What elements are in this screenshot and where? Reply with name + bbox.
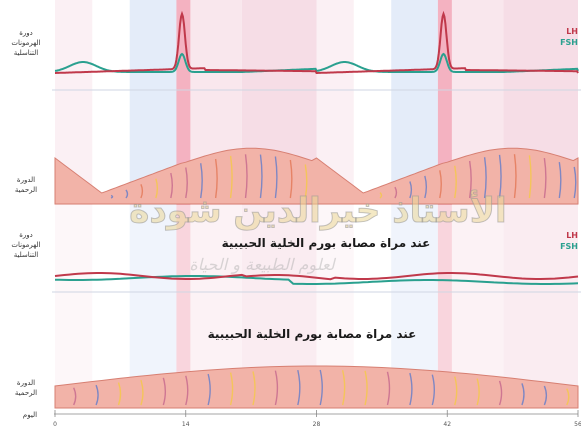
gland-mark: [229, 372, 234, 406]
gland-mark: [185, 375, 189, 406]
uterine-cycle-label-bottom: الدورة الرحمية: [15, 379, 37, 397]
gland-mark: [498, 154, 502, 199]
watermark-subtitle: لعلوم الطبيعة و الحياة: [189, 255, 336, 274]
endometrium-normal: [54, 147, 579, 205]
gland-mark: [214, 158, 218, 199]
svg-text:الرحمية: الرحمية: [15, 389, 37, 397]
endometrium-layers: [54, 147, 579, 409]
uterine-cycle-label-top: الدورة الرحمية: [15, 176, 37, 194]
gland-mark: [566, 388, 570, 406]
gland-mark: [573, 166, 577, 199]
gland-mark: [200, 163, 203, 199]
gland-mark: [140, 184, 144, 199]
legend-fsh-bottom: FSH: [560, 242, 578, 251]
hormone-curves: [54, 10, 579, 285]
gland-mark: [379, 192, 383, 199]
svg-text:دورة: دورة: [19, 231, 33, 239]
legend-lh-top: LH: [566, 27, 578, 36]
svg-text:الرحمية: الرحمية: [15, 186, 37, 194]
gland-mark: [110, 194, 114, 199]
gland-mark: [162, 377, 167, 406]
gland-mark: [431, 374, 436, 406]
gland-mark: [454, 165, 457, 199]
day-axis-label: اليوم: [23, 411, 37, 419]
legend-lh-bottom: LH: [566, 231, 578, 240]
gland-mark: [319, 369, 323, 406]
hormone-cycle-label-bottom: دورة الهرمونات التناسلية: [11, 231, 40, 259]
gland-mark: [386, 371, 391, 406]
gland-mark: [394, 186, 398, 199]
gland-mark: [521, 383, 525, 406]
lh-curve-normal: [55, 10, 579, 74]
gland-mark: [424, 175, 428, 199]
gland-mark: [439, 170, 442, 199]
fsh-curve-tumor: [54, 275, 579, 285]
gland-mark: [341, 370, 346, 406]
caption-uterine-tumor: عند مراة مصابة بورم الخلية الحبيبية: [208, 327, 417, 342]
gland-mark: [95, 384, 99, 406]
svg-text:الهرمونات: الهرمونات: [11, 39, 40, 47]
gland-mark: [229, 155, 233, 199]
gland-mark: [558, 162, 562, 199]
gland-mark: [73, 387, 77, 406]
gland-mark: [274, 370, 279, 406]
lh-curve-tumor: [54, 272, 579, 281]
svg-text:الدورة: الدورة: [17, 176, 35, 184]
svg-text:التناسلية: التناسلية: [14, 49, 39, 57]
gland-mark: [409, 372, 413, 406]
gland-mark: [155, 178, 159, 199]
gland-mark: [513, 154, 517, 199]
gland-mark: [468, 160, 472, 199]
gland-mark: [185, 167, 188, 199]
gland-mark: [528, 155, 532, 199]
gland-mark: [498, 380, 503, 406]
gland-mark: [289, 159, 293, 199]
gland-mark: [259, 154, 263, 199]
watermark-title: الأستاذ خيرالدين شودة: [129, 189, 506, 231]
gland-mark: [274, 156, 278, 199]
gland-mark: [244, 154, 248, 199]
gland-mark: [117, 382, 122, 406]
gland-mark: [304, 164, 308, 199]
gland-mark: [207, 373, 211, 406]
svg-text:التناسلية: التناسلية: [14, 251, 39, 259]
svg-text:الدورة: الدورة: [17, 379, 35, 387]
gland-mark: [543, 385, 548, 406]
gland-mark: [140, 379, 144, 406]
legend-fsh-top: FSH: [560, 38, 578, 47]
gland-mark: [170, 172, 174, 199]
axis-tick-label: 0: [53, 421, 57, 428]
gland-mark: [543, 157, 547, 199]
gland-mark: [476, 378, 480, 406]
gland-mark: [297, 369, 301, 406]
gland-mark: [454, 376, 458, 406]
axis-tick-label: 56: [574, 421, 581, 428]
axis-tick-label: 14: [182, 421, 190, 428]
gland-mark: [125, 189, 129, 199]
day-axis-ticks: 0 14 28 42 56: [53, 410, 581, 428]
gland-mark: [483, 157, 487, 199]
axis-tick-label: 28: [313, 421, 321, 428]
hormone-cycle-label-top: دورة الهرمونات التناسلية: [11, 29, 40, 57]
svg-text:الهرمونات: الهرمونات: [11, 241, 40, 249]
axis-tick-label: 42: [443, 421, 451, 428]
svg-text:دورة: دورة: [19, 29, 33, 37]
gland-mark: [252, 371, 256, 406]
gland-mark: [409, 181, 413, 199]
gland-mark: [364, 370, 368, 406]
caption-hormone-tumor: عند مراة مصابة بورم الخلية الحبيبية: [222, 236, 431, 251]
